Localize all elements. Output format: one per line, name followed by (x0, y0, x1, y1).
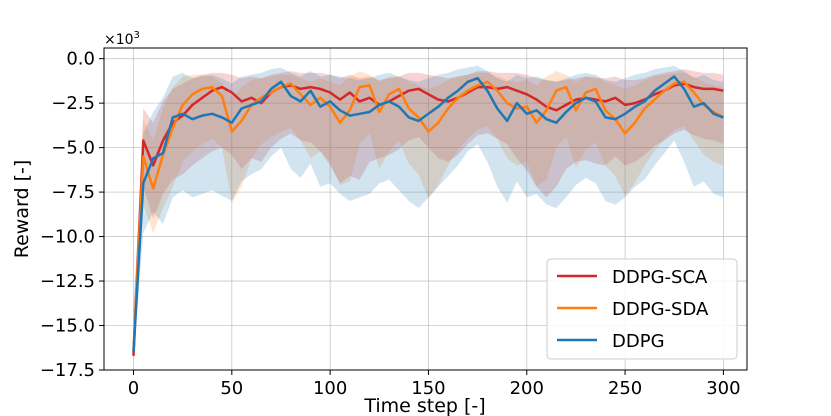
y-tick-label: −10.0 (40, 227, 95, 248)
legend: DDPG-SCA DDPG-SDA DDPG (546, 258, 738, 360)
legend-box (546, 258, 738, 360)
y-scale-factor: ×103 (104, 30, 140, 48)
x-axis-ticks: 0 50 100 150 200 250 300 (128, 370, 741, 399)
x-tick-label: 250 (608, 378, 642, 399)
x-axis-label: Time step [-] (363, 395, 485, 416)
legend-label-ddpg: DDPG (612, 331, 665, 352)
y-tick-label: −7.5 (51, 182, 95, 203)
line-ddpg (132, 75, 724, 353)
y-tick-label: −2.5 (51, 93, 95, 114)
y-scale-exponent: 3 (134, 30, 140, 41)
y-axis-label: Reward [-] (11, 160, 33, 258)
y-tick-label: −17.5 (40, 360, 95, 381)
x-tick-label: 50 (220, 378, 243, 399)
line-ddpg-sca (132, 82, 724, 356)
y-tick-label: 0.0 (66, 49, 95, 70)
plot-frame (103, 47, 748, 371)
y-scale-base: ×10 (104, 32, 134, 48)
x-tick-label: 150 (411, 378, 445, 399)
band-ddpg (133, 65, 724, 358)
y-axis-ticks: 0.0 −2.5 −5.0 −7.5 −10.0 −12.5 −15.0 −17.5 (40, 49, 104, 381)
y-tick-label: −5.0 (51, 138, 95, 159)
band-ddpg-sca (133, 69, 724, 360)
legend-label-ddpg-sda: DDPG-SDA (612, 299, 709, 320)
legend-label-ddpg-sca: DDPG-SCA (612, 267, 708, 288)
confidence-bands (133, 65, 724, 360)
y-tick-label: −15.0 (40, 316, 95, 337)
line-ddpg-sda (132, 80, 725, 351)
x-tick-label: 0 (128, 378, 139, 399)
series-lines (132, 75, 725, 356)
x-tick-label: 100 (313, 378, 347, 399)
x-tick-label: 200 (510, 378, 544, 399)
x-tick-label: 300 (706, 378, 740, 399)
band-ddpg-sda (133, 71, 724, 358)
y-tick-label: −12.5 (40, 271, 95, 292)
